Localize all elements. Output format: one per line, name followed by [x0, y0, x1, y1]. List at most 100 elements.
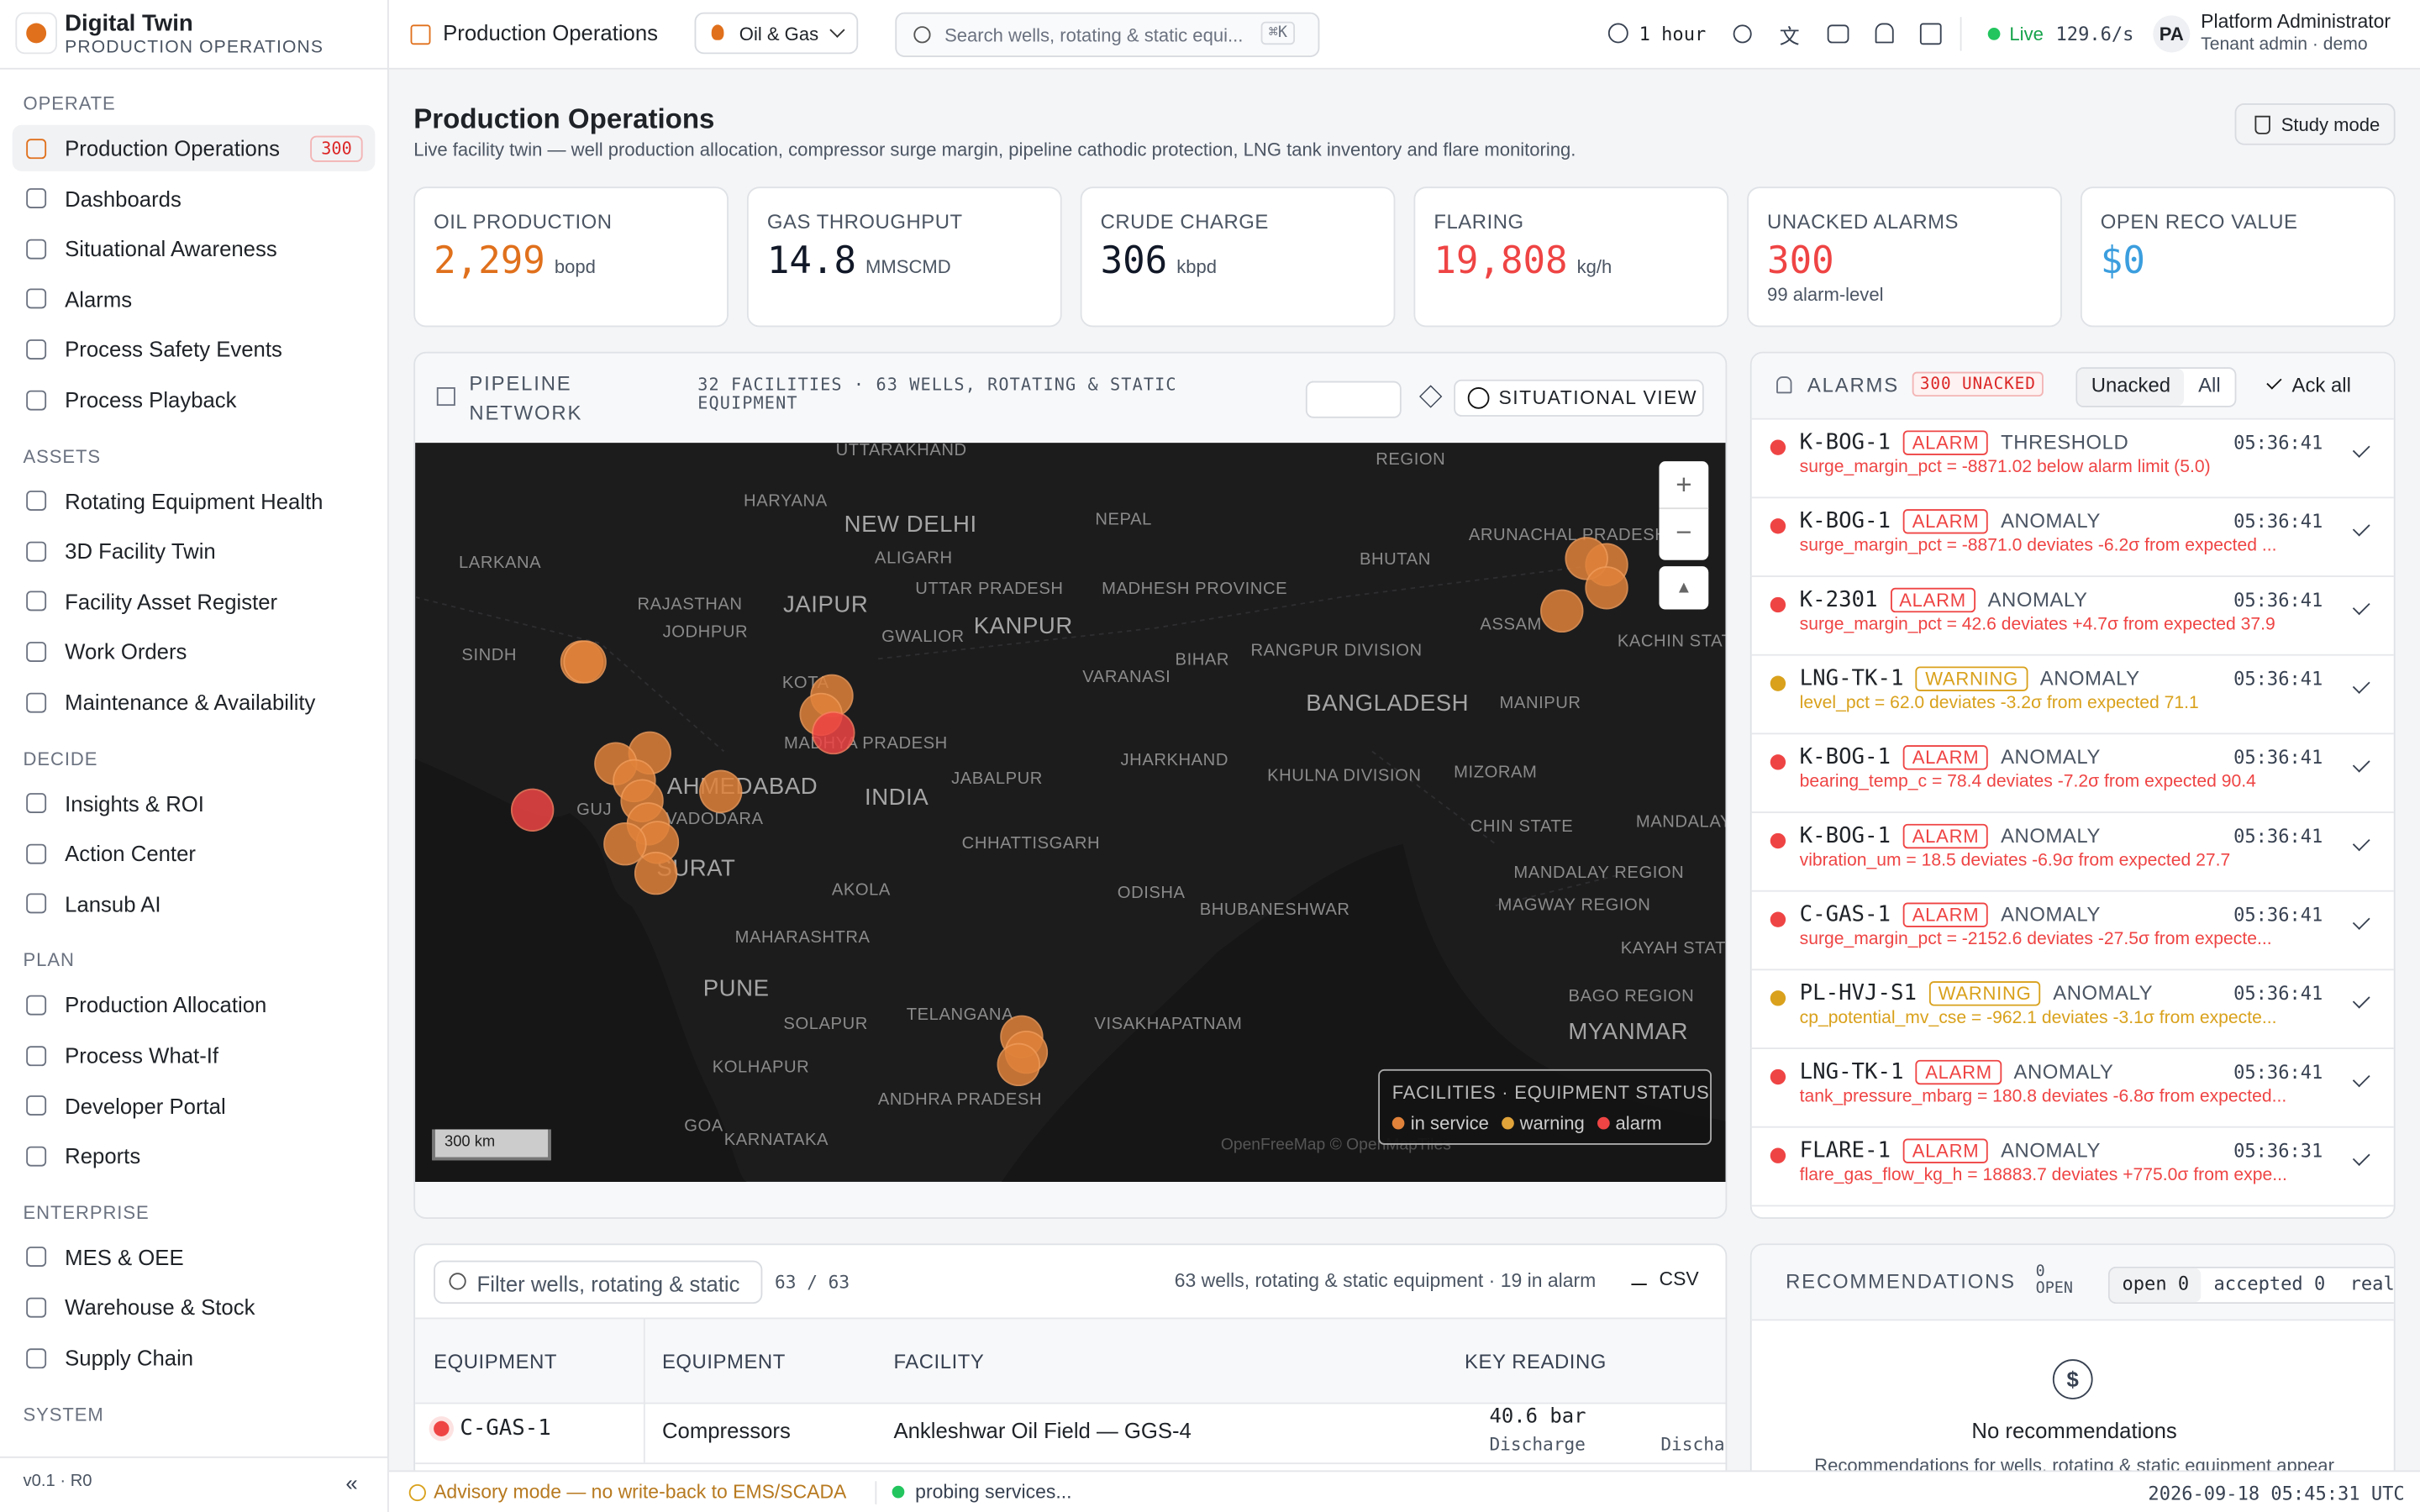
compass[interactable]: ▲: [1659, 566, 1709, 610]
column-divider: [643, 1400, 645, 1463]
facility-marker[interactable]: [997, 1042, 1040, 1087]
kpi-number: 306: [1100, 239, 1168, 283]
csv[interactable]: CSV: [1659, 1268, 1699, 1290]
map-label: AHMEDABAD: [666, 774, 818, 801]
theme-icon[interactable]: [1733, 24, 1752, 44]
alarm-item[interactable]: K-2301 ALARM ANOMALY 05:36:41 surge_margin_p…: [1751, 575, 2394, 656]
column-header[interactable]: EQUIPMENT: [434, 1319, 565, 1402]
map-label: KAYAH STATE: [1620, 939, 1728, 958]
nav-item[interactable]: Dashboards: [13, 176, 376, 222]
zoom-in[interactable]: +: [1676, 469, 1692, 501]
nav-item[interactable]: Process Safety Events: [13, 326, 376, 372]
alarm-head: PL-HVJ-S1 WARNING ANOMALY: [1800, 979, 2153, 1006]
status-dot: [1770, 675, 1786, 691]
filter-input[interactable]: Filter wells, rotating & static: [434, 1260, 763, 1305]
reco-tab[interactable]: accepted 0: [2213, 1273, 2326, 1295]
layers-icon[interactable]: [1419, 385, 1443, 408]
domain-select[interactable]: Oil & Gas: [694, 12, 859, 55]
nav-item[interactable]: Developer Portal: [13, 1083, 376, 1129]
alarm-level: ALARM: [1902, 823, 1989, 849]
study-mode[interactable]: Study mode: [2234, 103, 2396, 145]
nav-item[interactable]: Lansub AI: [13, 880, 376, 927]
nav-item[interactable]: MES & OEE: [13, 1234, 376, 1280]
nav-item[interactable]: Action Center: [13, 831, 376, 877]
map[interactable]: UTTARAKHAND HARYANA NEW DELHI NEPAL ALIGARH J…: [415, 443, 1728, 1182]
search-icon: [913, 26, 931, 44]
alarm-item[interactable]: FLARE-1 ALARM ANOMALY 05:36:31 flare_gas_flo…: [1751, 1126, 2394, 1207]
bot-icon[interactable]: [1827, 24, 1849, 44]
kpi-unit: kg/h: [1576, 255, 1612, 278]
collapse[interactable]: «: [345, 1470, 358, 1495]
zoom-out[interactable]: −: [1659, 507, 1709, 555]
facility-marker[interactable]: [634, 851, 678, 895]
nav-item[interactable]: Rotating Equipment Health: [13, 478, 376, 524]
ack-button[interactable]: [2352, 1069, 2370, 1088]
nav-item[interactable]: Reports: [13, 1133, 376, 1179]
alarm-item[interactable]: K-BOG-1 ALARM ANOMALY 05:36:41 surge_margin_…: [1751, 496, 2394, 577]
facility-marker[interactable]: [812, 711, 855, 755]
nav-label: Maintenance & Availability: [65, 690, 316, 715]
nav-label: Facility Asset Register: [65, 589, 278, 614]
avatar[interactable]: PA: [2153, 15, 2191, 53]
ack-button[interactable]: [2352, 597, 2370, 616]
nav-item[interactable]: Production Allocation: [13, 982, 376, 1028]
status-dot: [1770, 439, 1786, 455]
alarm-head: K-BOG-1 ALARM ANOMALY: [1800, 822, 2101, 849]
range[interactable]: 1 hour: [1639, 23, 1707, 45]
nav-item[interactable]: Process What-If: [13, 1032, 376, 1079]
table-row[interactable]: C-GAS-1 Compressors Ankleshwar Oil Field —…: [415, 1400, 1726, 1465]
live-dot: [1987, 28, 2001, 40]
alarm-item[interactable]: C-GAS-1 ALARM ANOMALY 05:36:41 surge_margin_…: [1751, 890, 2394, 971]
nav-item[interactable]: Situational Awareness: [13, 226, 376, 272]
column-header[interactable]: EQUIPMENT: [662, 1319, 793, 1402]
alarm-item[interactable]: K-BOG-1 ALARM ANOMALY 05:36:41 bearing_temp_…: [1751, 732, 2394, 813]
nav-item[interactable]: Process Playback: [13, 376, 376, 423]
alarm-tab[interactable]: Unacked: [2077, 368, 2185, 407]
ack-button[interactable]: [2352, 833, 2370, 852]
nav-item[interactable]: Production Operations 300: [12, 124, 376, 171]
bell-icon[interactable]: [1875, 23, 1894, 44]
ack-button[interactable]: [2352, 518, 2370, 537]
facility-marker[interactable]: [563, 640, 607, 684]
zoom-control[interactable]: + −: [1659, 461, 1709, 560]
nav-item[interactable]: Maintenance & Availability: [13, 679, 376, 725]
ack-all[interactable]: Ack all: [2291, 373, 2351, 397]
alarm-item[interactable]: K-BOG-1 ALARM THRESHOLD 05:36:41 surge_margi…: [1751, 418, 2394, 499]
panel-icon[interactable]: [1919, 23, 1942, 45]
nav-item[interactable]: Facility Asset Register: [13, 578, 376, 624]
nav-item[interactable]: Warehouse & Stock: [13, 1284, 376, 1331]
nav-item[interactable]: Insights & ROI: [13, 780, 376, 827]
facility-marker[interactable]: [699, 769, 743, 813]
alarm-item[interactable]: LNG-TK-1 WARNING ANOMALY 05:36:41 level_pct …: [1751, 654, 2394, 735]
alarm-tab[interactable]: All: [2198, 373, 2221, 397]
ack-button[interactable]: [2352, 1148, 2370, 1166]
alarm-item[interactable]: LNG-TK-1 ALARM ANOMALY 05:36:41 tank_pressur…: [1751, 1047, 2394, 1128]
situational-view[interactable]: SITUATIONAL VIEW: [1454, 379, 1704, 417]
reco-tab[interactable]: reali: [2349, 1273, 2395, 1295]
page-title: Production Operations: [413, 103, 715, 134]
nav-item[interactable]: Work Orders: [13, 628, 376, 675]
lang-icon[interactable]: 文: [1779, 24, 1800, 48]
ack-button[interactable]: [2352, 440, 2370, 458]
facility-marker[interactable]: [1540, 589, 1584, 633]
reco-tab[interactable]: open 0: [2109, 1268, 2202, 1303]
map-label: SINDH: [461, 646, 518, 665]
alarm-item[interactable]: PL-HVJ-S1 WARNING ANOMALY 05:36:41 cp_potent…: [1751, 969, 2394, 1049]
nav-item[interactable]: Supply Chain: [13, 1335, 376, 1381]
map-tools[interactable]: [1305, 381, 1402, 418]
ack-button[interactable]: [2352, 676, 2370, 694]
map-label: JHARKHAND: [1120, 751, 1228, 770]
column-header[interactable]: KEY READING: [1459, 1319, 1607, 1402]
nav-item[interactable]: Alarms: [13, 276, 376, 322]
facility-marker[interactable]: [1585, 566, 1628, 610]
ack-button[interactable]: [2352, 990, 2370, 1009]
ack-button[interactable]: [2352, 754, 2370, 773]
alarm-detail: vibration_um = 18.5 deviates -6.9σ from …: [1799, 851, 2231, 870]
ack-button[interactable]: [2352, 912, 2370, 930]
alarm-item[interactable]: K-BOG-1 ALARM ANOMALY 05:36:41 vibration_um …: [1751, 811, 2394, 892]
facility-marker[interactable]: [510, 788, 555, 832]
nav-item[interactable]: 3D Facility Twin: [13, 528, 376, 575]
column-header[interactable]: FACILITY: [893, 1319, 992, 1402]
search[interactable]: Search wells, rotating & static equi... …: [895, 12, 1320, 57]
map-label: MAGWAY REGION: [1497, 896, 1651, 916]
